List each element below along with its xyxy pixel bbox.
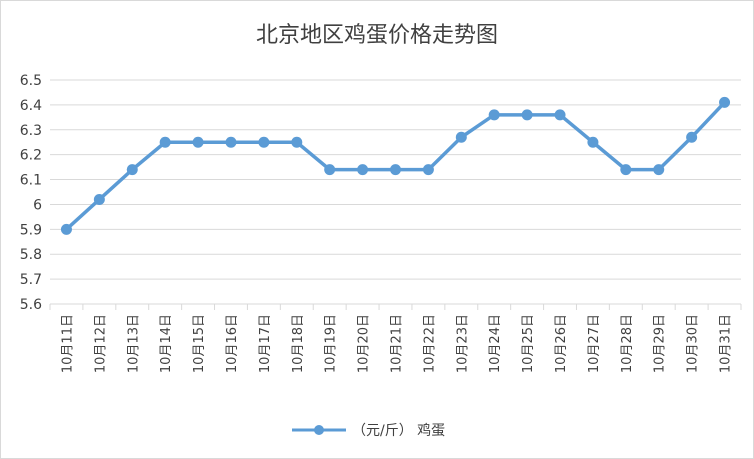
data-point (653, 164, 665, 176)
data-point (686, 131, 698, 143)
data-point (719, 96, 731, 108)
x-tick-label: 10月17日 (258, 314, 273, 373)
y-tick-label: 5.6 (20, 297, 42, 313)
legend-marker-swatch (314, 425, 324, 435)
data-point (390, 164, 401, 176)
y-tick-label: 5.9 (20, 222, 42, 238)
y-axis-ticks: 5.6 5.7 5.8 5.9 6 6.1 6.2 6.3 6.4 6.5 (20, 73, 42, 313)
y-tick-label: 6.3 (20, 123, 42, 139)
y-tick-label: 6 (33, 197, 42, 213)
data-point (455, 131, 467, 143)
y-tick-label: 5.7 (20, 272, 42, 288)
x-tick-label: 10月18日 (291, 314, 306, 373)
x-tick-label: 10月13日 (126, 314, 141, 373)
x-tick-label: 10月29日 (653, 314, 668, 373)
data-point (192, 136, 204, 148)
series-egg (60, 96, 731, 235)
y-tick-label: 5.8 (20, 247, 42, 263)
x-tick-label: 10月11日 (60, 314, 75, 373)
data-point (93, 193, 105, 205)
data-point (620, 164, 632, 176)
x-tick-label: 10月31日 (719, 314, 734, 373)
y-tick-label: 6.1 (20, 173, 42, 189)
data-point (258, 136, 270, 148)
x-tick-label: 10月23日 (455, 314, 470, 373)
x-tick-label: 10月14日 (159, 314, 174, 373)
x-tick-label: 10月25日 (521, 314, 536, 373)
legend-label: （元/斤） 鸡蛋 (352, 422, 445, 439)
y-tick-label: 6.5 (20, 73, 42, 89)
x-tick-label: 10月28日 (620, 314, 635, 373)
data-point (291, 136, 303, 148)
x-tick-label: 10月21日 (390, 314, 405, 373)
x-axis (49, 303, 742, 310)
x-tick-label: 10月19日 (324, 314, 339, 373)
data-point (225, 136, 237, 148)
data-point (587, 136, 599, 148)
gridlines (50, 79, 741, 305)
x-tick-label: 10月30日 (686, 314, 701, 373)
data-point (521, 109, 533, 121)
data-point (554, 109, 566, 121)
y-tick-label: 6.2 (20, 148, 42, 164)
data-point (324, 164, 336, 176)
chart-title: 北京地区鸡蛋价格走势图 (256, 23, 498, 48)
data-point (126, 164, 138, 176)
x-tick-label: 10月16日 (225, 314, 240, 373)
x-axis-ticks: 10月11日 10月12日 10月13日 10月14日 10月15日 10月16日 10月1… (60, 314, 733, 373)
x-tick-label: 10月27日 (587, 314, 602, 373)
x-tick-label: 10月15日 (192, 314, 207, 373)
data-point (422, 164, 434, 176)
x-tick-label: 10月12日 (93, 314, 108, 373)
x-tick-label: 10月20日 (357, 314, 372, 373)
y-tick-label: 6.4 (20, 98, 42, 114)
data-point (357, 164, 369, 176)
x-tick-label: 10月26日 (554, 314, 569, 373)
x-tick-label: 10月22日 (422, 314, 437, 373)
legend: （元/斤） 鸡蛋 (292, 422, 445, 439)
x-tick-label: 10月24日 (488, 314, 503, 373)
data-point (159, 136, 171, 148)
data-point (488, 109, 500, 121)
data-point (60, 223, 72, 235)
